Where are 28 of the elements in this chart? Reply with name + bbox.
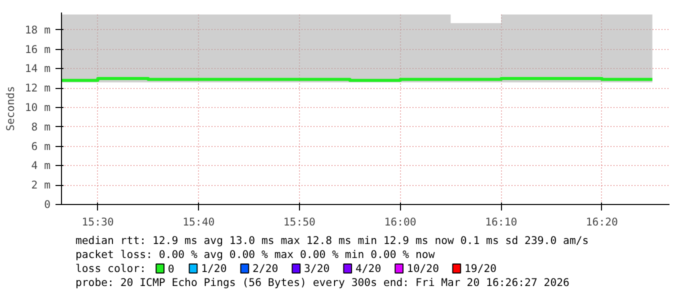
legend-title: loss color: bbox=[75, 262, 146, 275]
y-tick-label: 4 m bbox=[31, 159, 51, 172]
text: packet loss: 0.00 % avg 0.00 % max 0.00 % min 0.00 % now bbox=[75, 248, 436, 261]
x-tick-label: 16:00 bbox=[384, 216, 416, 228]
y-tick-label: 16 m bbox=[24, 42, 51, 56]
legend-label: 10/20 bbox=[406, 262, 440, 275]
legend-label: 2/20 bbox=[252, 262, 278, 275]
y-tick-label: 14 m bbox=[24, 62, 51, 76]
x-tick-label: 15:30 bbox=[82, 216, 114, 228]
legend-label: 0 bbox=[168, 262, 174, 276]
y-tick-label: 18 m bbox=[24, 23, 51, 36]
text: median rtt: 12.9 ms avg 13.0 ms max 12.8 ms min 12.9 ms now 0.1 ms sd 239.0 am/s bbox=[75, 234, 589, 247]
legend-label: 1/20 bbox=[201, 262, 227, 275]
x-tick-label: 15:40 bbox=[182, 216, 215, 228]
y-tick-label: 6 m bbox=[31, 140, 51, 153]
y-tick-label: 2 m bbox=[31, 178, 51, 192]
y-tick-label: 12 m bbox=[24, 82, 51, 95]
y-axis-title: Seconds bbox=[4, 86, 17, 131]
legend-label: 3/20 bbox=[304, 262, 330, 275]
y-tick-label: 10 m bbox=[24, 101, 51, 114]
x-tick-label: 16:10 bbox=[485, 216, 518, 228]
legend-label: 19/20 bbox=[464, 262, 497, 275]
y-tick-label: 8 m bbox=[31, 120, 51, 134]
x-tick-label: 16:20 bbox=[586, 216, 618, 228]
text: probe: 20 ICMP Echo Pings (56 Bytes) every 300s end: Fri Mar 20 16:26:27 2026 bbox=[75, 276, 570, 289]
y-tick-label: 0 bbox=[44, 198, 51, 211]
x-tick-label: 15:50 bbox=[283, 216, 316, 228]
legend-label: 4/20 bbox=[355, 262, 382, 275]
